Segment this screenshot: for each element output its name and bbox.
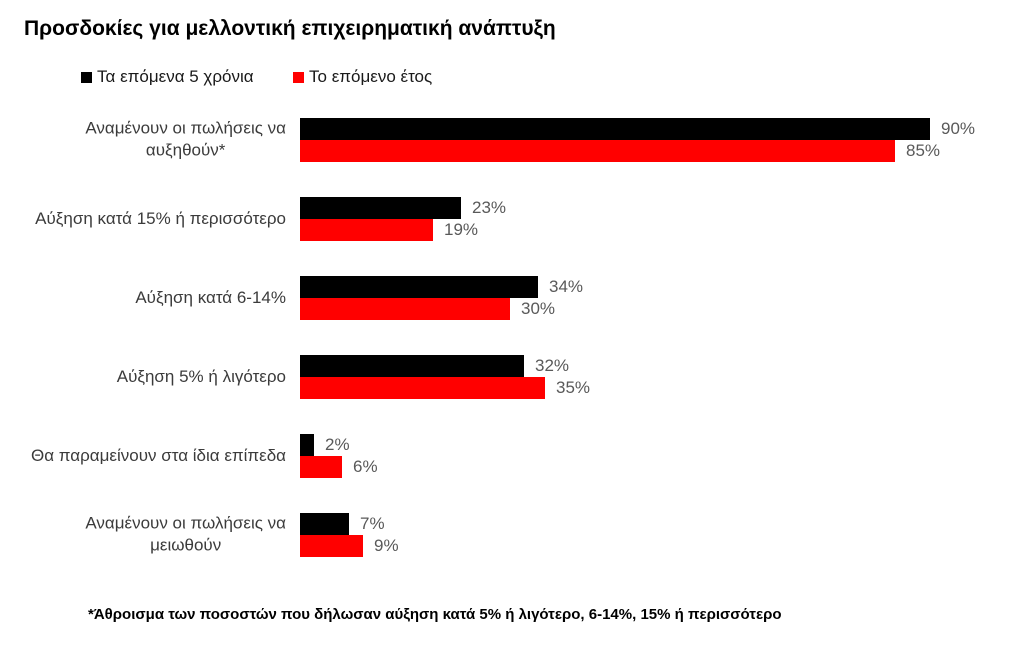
value-label-next-5-years: 34% bbox=[549, 277, 584, 296]
legend-swatch-red-icon bbox=[293, 71, 304, 83]
bar-next-year bbox=[300, 219, 433, 241]
category-label: Αύξηση κατά 6-14% bbox=[135, 287, 286, 307]
value-label-next-year: 19% bbox=[444, 220, 479, 239]
category-label-wrap: Αύξηση κατά 15% ή περισσότερο bbox=[0, 208, 286, 230]
bar-next-5-years bbox=[300, 276, 538, 298]
value-label-next-year: 30% bbox=[521, 299, 556, 318]
value-label-next-year: 9% bbox=[374, 536, 399, 555]
category-label: Αναμένουν οι πωλήσεις να μειωθούν bbox=[85, 513, 286, 555]
legend-item-next-year: Το επόμενο έτος bbox=[293, 66, 432, 88]
category-label: Αύξηση κατά 15% ή περισσότερο bbox=[35, 208, 286, 228]
value-label-next-5-years: 32% bbox=[535, 356, 570, 375]
chart-row: Θα παραμείνουν στα ίδια επίπεδα 2% 6% bbox=[0, 434, 1024, 478]
category-label: Θα παραμείνουν στα ίδια επίπεδα bbox=[31, 445, 286, 465]
legend-swatch-black-icon bbox=[81, 71, 92, 83]
value-label-next-5-years: 90% bbox=[941, 119, 976, 138]
category-label-wrap: Θα παραμείνουν στα ίδια επίπεδα bbox=[0, 445, 286, 467]
legend-item-next-5-years: Τα επόμενα 5 χρόνια bbox=[81, 66, 254, 88]
bar-next-year bbox=[300, 535, 363, 557]
category-label-wrap: Αύξηση κατά 6-14% bbox=[0, 287, 286, 309]
chart-row: Αύξηση κατά 15% ή περισσότερο 23% 19% bbox=[0, 197, 1024, 241]
value-label-next-year: 85% bbox=[906, 141, 941, 160]
chart-legend: Τα επόμενα 5 χρόνια Το επόμενο έτος bbox=[0, 66, 1024, 90]
bar-next-5-years bbox=[300, 355, 524, 377]
legend-label-next-year: Το επόμενο έτος bbox=[309, 67, 433, 86]
category-label: Αναμένουν οι πωλήσεις να αυξηθούν* bbox=[85, 118, 286, 160]
value-label-next-5-years: 23% bbox=[472, 198, 507, 217]
value-label-next-5-years: 7% bbox=[360, 514, 385, 533]
category-label-wrap: Αύξηση 5% ή λιγότερο bbox=[0, 366, 286, 388]
chart-row: Αναμένουν οι πωλήσεις να αυξηθούν* 90% 85% bbox=[0, 118, 1024, 162]
category-label-wrap: Αναμένουν οι πωλήσεις να μειωθούν bbox=[0, 513, 286, 558]
bar-next-year bbox=[300, 298, 510, 320]
value-label-next-year: 35% bbox=[556, 378, 591, 397]
chart-title: Προσδοκίες για μελλοντική επιχειρηματική… bbox=[24, 17, 556, 40]
bar-next-year bbox=[300, 377, 545, 399]
chart-row: Αύξηση 5% ή λιγότερο 32% 35% bbox=[0, 355, 1024, 399]
bar-next-5-years bbox=[300, 434, 314, 456]
bar-next-year bbox=[300, 456, 342, 478]
value-label-next-year: 6% bbox=[353, 457, 378, 476]
legend-label-next-5-years: Τα επόμενα 5 χρόνια bbox=[97, 67, 254, 86]
bar-next-5-years bbox=[300, 197, 461, 219]
chart-row: Αναμένουν οι πωλήσεις να μειωθούν 7% 9% bbox=[0, 513, 1024, 557]
bar-next-5-years bbox=[300, 118, 930, 140]
category-label-wrap: Αναμένουν οι πωλήσεις να αυξηθούν* bbox=[0, 118, 286, 163]
bar-next-year bbox=[300, 140, 895, 162]
category-label: Αύξηση 5% ή λιγότερο bbox=[116, 366, 286, 386]
value-label-next-5-years: 2% bbox=[325, 435, 350, 454]
bar-next-5-years bbox=[300, 513, 349, 535]
chart-footnote: *Άθροισμα των ποσοστών που δήλωσαν αύξησ… bbox=[88, 606, 782, 623]
chart-row: Αύξηση κατά 6-14% 34% 30% bbox=[0, 276, 1024, 320]
